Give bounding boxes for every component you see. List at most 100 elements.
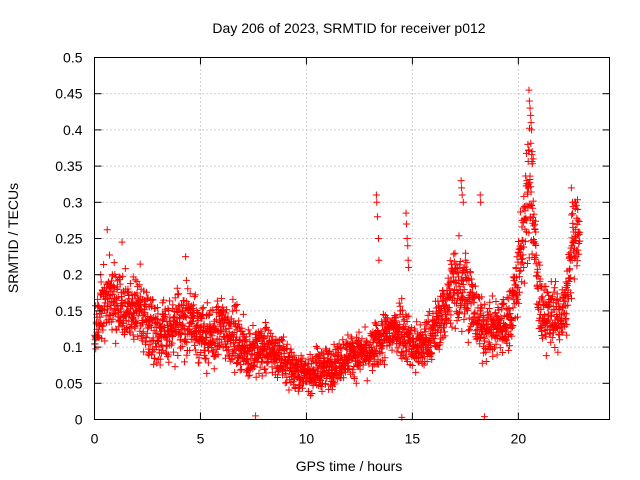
data-point [219,307,227,315]
data-point [528,160,536,168]
data-point [539,334,547,342]
data-point [440,291,448,299]
data-point [388,346,396,354]
data-point [405,312,413,320]
data-point [514,284,522,292]
data-point [558,311,566,319]
data-point [420,361,428,369]
data-point [462,266,470,274]
data-point [190,293,198,301]
data-point [224,346,232,354]
data-point [366,340,374,348]
data-point [398,306,406,314]
data-point [543,317,551,325]
data-point [516,208,524,216]
data-point [509,304,517,312]
data-point [184,285,192,293]
data-point [439,324,447,332]
data-point [531,240,539,248]
data-point [551,284,559,292]
data-point [396,321,404,329]
data-point [243,366,251,374]
chart-title: Day 206 of 2023, SRMTID for receiver p01… [212,20,485,36]
data-point [333,355,341,363]
data-point [354,344,362,352]
data-point [314,344,322,352]
data-point [493,324,501,332]
data-point [441,301,449,309]
data-point [264,359,272,367]
data-point [472,335,480,343]
data-point [138,320,146,328]
data-point [178,342,186,350]
data-point [129,331,137,339]
data-point [448,323,456,331]
data-point [103,226,111,234]
data-point [488,292,496,300]
data-point [182,276,190,284]
data-point [462,249,470,257]
data-point [374,235,382,242]
data-point [237,361,245,369]
data-point [308,390,316,398]
data-point [354,336,362,344]
data-point [189,301,197,309]
data-point [424,318,432,326]
y-tick-label: 0.4 [63,122,83,138]
data-point [476,340,484,348]
data-point [169,301,177,309]
data-point [118,238,126,246]
data-point [373,322,381,330]
data-point [318,348,326,356]
data-point [203,299,211,307]
x-tick-label: 0 [91,431,99,447]
data-point [252,412,260,420]
data-point [574,246,582,254]
y-tick-label: 0.35 [55,158,82,174]
data-point [373,213,381,221]
data-point [92,345,100,353]
data-point [477,301,485,309]
data-point [471,308,479,316]
data-point [168,339,176,347]
data-point [134,333,142,341]
data-point [556,295,564,303]
data-point [574,216,582,224]
data-point [563,282,571,290]
data-point [99,326,107,334]
data-point [228,356,236,364]
data-point [505,346,513,354]
data-point [176,344,184,352]
data-point [538,323,546,331]
data-point [373,198,381,206]
data-point [135,281,143,289]
data-point [161,323,169,331]
data-point [131,324,139,332]
data-point [231,301,239,309]
data-point [452,260,460,268]
data-point [505,310,513,318]
data-point [521,207,529,215]
data-point [143,288,151,296]
data-point [193,308,201,316]
data-point [262,318,270,326]
data-point [526,172,534,180]
data-point [542,333,550,341]
data-point [182,314,190,322]
data-point [235,317,243,325]
data-point [529,204,537,212]
data-point [369,362,377,370]
data-point [106,301,114,309]
data-point [182,338,190,346]
y-tick-label: 0.3 [63,194,83,210]
data-point [230,343,238,351]
data-point [461,310,469,318]
data-point [222,328,230,336]
data-point [570,275,578,283]
data-point [141,308,149,316]
data-point [238,365,246,373]
data-point [455,232,463,240]
data-point [330,378,338,386]
data-point [182,253,190,261]
data-point [565,278,573,286]
